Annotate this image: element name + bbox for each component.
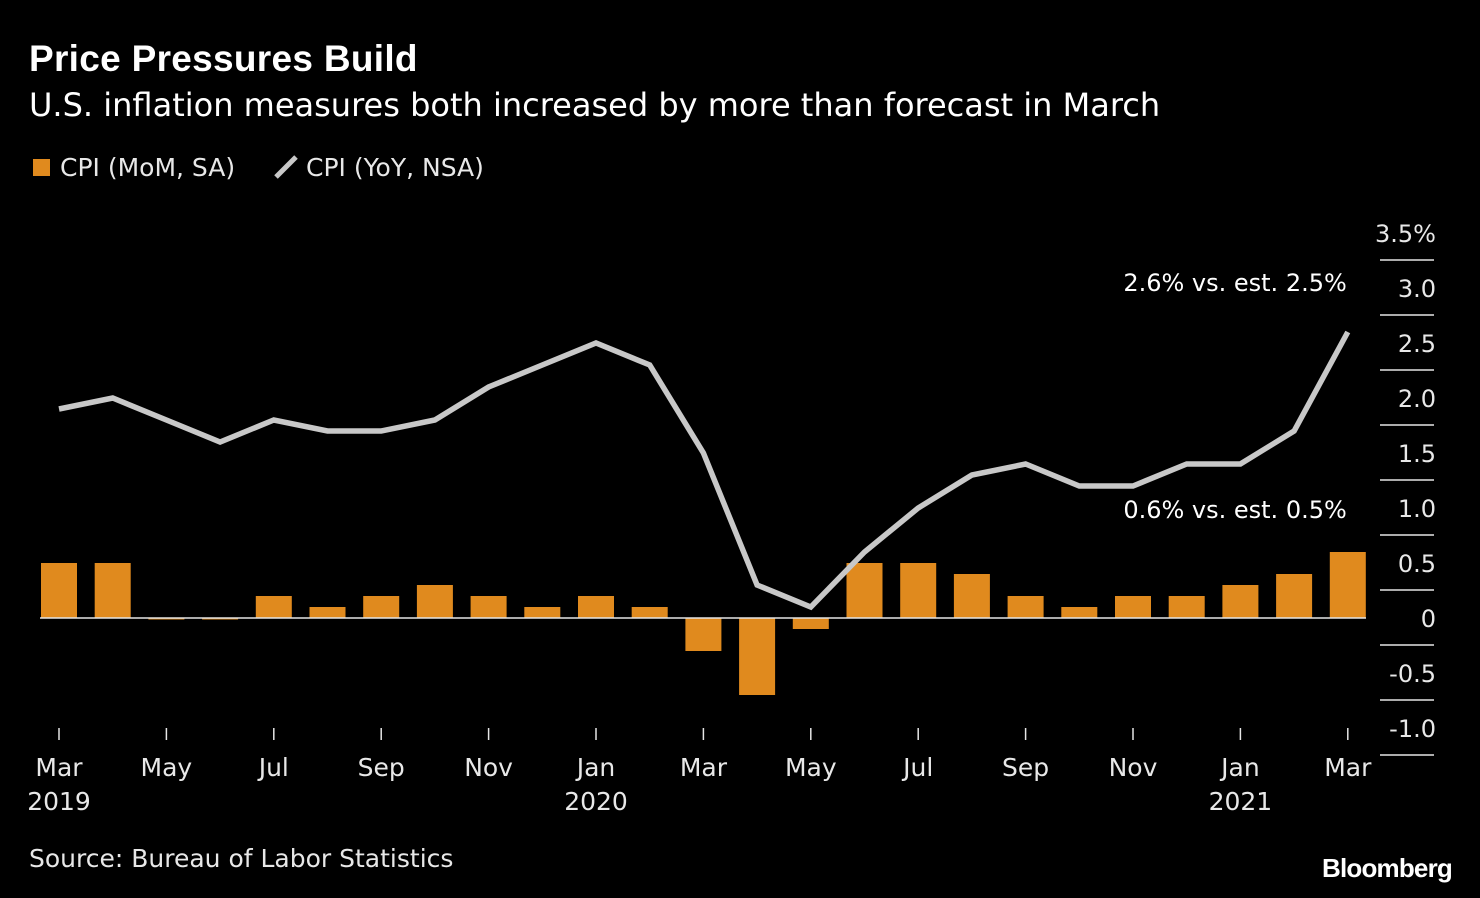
x-tick-label-month: Mar	[1324, 753, 1372, 782]
y-tick-label: 1.5	[1398, 440, 1436, 468]
y-tick-label: 3.0	[1398, 275, 1436, 303]
x-tick-label-month: Nov	[464, 753, 513, 782]
bar	[1168, 596, 1205, 618]
x-tick-label-year: 2021	[1209, 787, 1273, 816]
y-tick-label: 2.5	[1398, 330, 1436, 358]
y-tick-label: -1.0	[1389, 715, 1436, 743]
y-tick-label: 1.0	[1398, 495, 1436, 523]
legend-label-cpi-yoy: CPI (YoY, NSA)	[306, 152, 484, 182]
x-tick-label-month: Sep	[358, 753, 405, 782]
bar	[578, 596, 614, 618]
x-tick-label-month: May	[141, 753, 193, 782]
x-tick-label-month: Jan	[575, 753, 616, 782]
x-axis: Mar 2019 May Jul Sep Nov Jan 2020 Mar May Jul Sep No…	[27, 728, 1372, 816]
bar	[1329, 552, 1366, 618]
source-note: Source: Bureau of Labor Statistics	[29, 844, 454, 873]
legend-label-cpi-mom: CPI (MoM, SA)	[60, 152, 236, 182]
bar	[953, 574, 990, 618]
legend-item-cpi-mom: CPI (MoM, SA)	[33, 150, 235, 184]
annotation-cpi-mom: 0.6% vs. est. 0.5%	[1123, 496, 1346, 524]
y-axis: 3.5% 3.0 2.5 2.0 1.5 1.0 0.5 0 -0.5 -1.0	[1375, 220, 1436, 756]
bar	[685, 618, 722, 651]
bar	[524, 607, 561, 618]
line-series-cpi-yoy	[58, 330, 1351, 611]
bar	[94, 563, 131, 618]
x-tick-label-month: Nov	[1109, 753, 1158, 782]
y-tick-label: 0.5	[1398, 550, 1436, 578]
x-tick-label-month: Jul	[257, 753, 289, 782]
bar	[792, 618, 829, 629]
bar	[470, 596, 507, 618]
x-tick-label-month: Sep	[1002, 753, 1049, 782]
bar	[739, 618, 776, 695]
bar	[41, 563, 77, 618]
y-tick-label: 0	[1421, 605, 1436, 633]
y-tick-label: 2.0	[1398, 385, 1436, 413]
legend-item-cpi-yoy: CPI (YoY, NSA)	[272, 150, 484, 184]
chart-subtitle: U.S. inflation measures both increased b…	[29, 86, 1161, 124]
bar	[631, 607, 668, 618]
x-tick-label-year: 2020	[564, 787, 628, 816]
bar	[900, 563, 937, 618]
bar	[1007, 596, 1044, 618]
y-tick-label: -0.5	[1389, 660, 1436, 688]
x-tick-label-month: Mar	[35, 753, 83, 782]
line-points-cpi-yoy	[59, 332, 1348, 607]
bar	[363, 596, 400, 618]
bar	[1276, 574, 1313, 618]
bar	[416, 585, 453, 618]
bar	[1115, 596, 1151, 618]
y-tick-label: 3.5%	[1375, 220, 1436, 248]
bar	[255, 596, 292, 618]
bar-series-cpi-mom	[41, 552, 1366, 695]
x-tick-label-month: Mar	[680, 753, 728, 782]
x-tick-label-month: Jul	[901, 753, 933, 782]
bar	[309, 607, 346, 618]
brand-logo: Bloomberg	[1321, 853, 1453, 883]
bar	[1222, 585, 1259, 618]
x-tick-label-month: May	[785, 753, 837, 782]
bar	[846, 563, 883, 618]
annotation-cpi-yoy: 2.6% vs. est. 2.5%	[1123, 269, 1346, 297]
legend-line-swatch-icon	[274, 155, 298, 179]
bar	[1061, 607, 1098, 618]
x-tick-label-month: Jan	[1219, 753, 1260, 782]
x-tick-label-year: 2019	[27, 787, 91, 816]
legend-bar-swatch-icon	[33, 158, 50, 176]
chart-title: Price Pressures Build	[29, 38, 418, 79]
